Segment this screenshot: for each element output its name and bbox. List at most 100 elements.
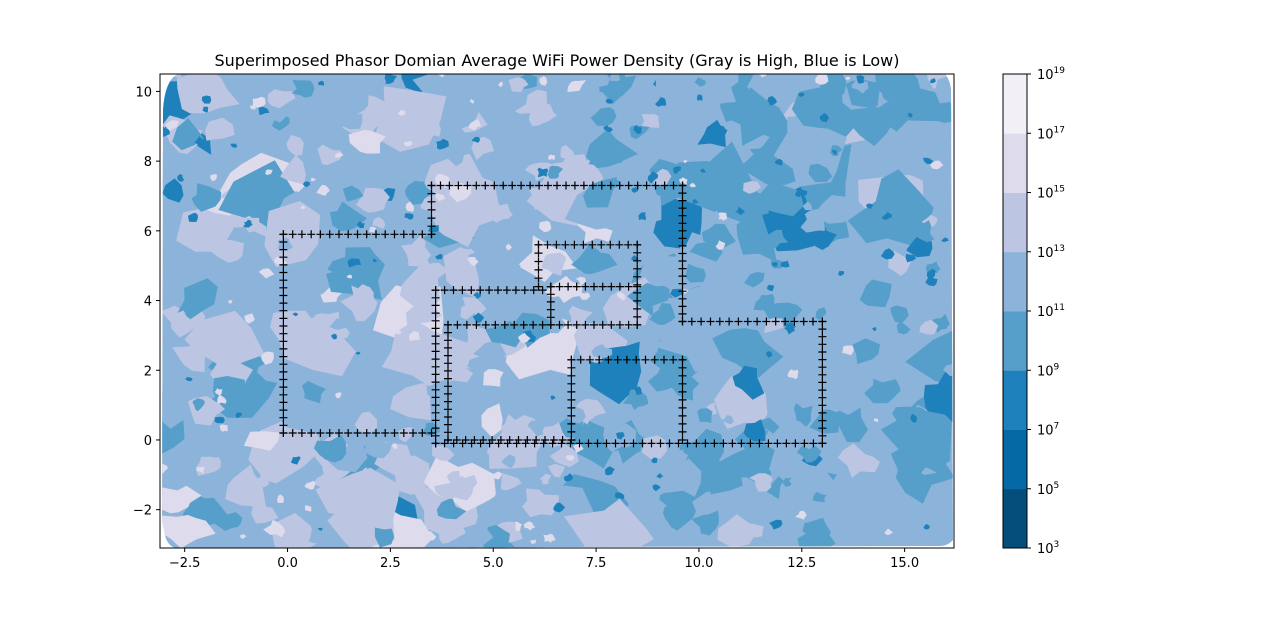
wall-marker bbox=[444, 413, 452, 421]
contour-region bbox=[876, 98, 911, 132]
wall-marker bbox=[678, 379, 687, 388]
wall-marker bbox=[381, 429, 390, 437]
wall-marker bbox=[678, 226, 687, 235]
contour-region bbox=[889, 494, 915, 514]
contour-region bbox=[677, 161, 733, 209]
wall-marker bbox=[444, 382, 452, 391]
contour-region bbox=[737, 97, 776, 134]
wall-marker bbox=[431, 378, 440, 387]
contour-speck bbox=[335, 392, 342, 399]
contour-speck bbox=[355, 351, 361, 356]
wall-marker bbox=[279, 421, 288, 430]
contour-speck bbox=[550, 395, 556, 401]
wall-marker bbox=[633, 296, 642, 305]
contour-speck bbox=[331, 333, 338, 340]
contour-region bbox=[593, 74, 611, 88]
contour-region bbox=[691, 510, 719, 536]
wall-marker bbox=[782, 439, 791, 448]
wall-marker bbox=[431, 370, 440, 379]
contour-speck bbox=[403, 141, 413, 147]
contour-region bbox=[712, 328, 784, 379]
contour-region bbox=[461, 248, 475, 259]
contour-speck bbox=[368, 226, 377, 233]
contour-region bbox=[562, 406, 586, 424]
wall-marker bbox=[678, 355, 687, 364]
y-tick-label: 2 bbox=[144, 364, 152, 379]
wall-marker bbox=[678, 189, 687, 198]
contour-region bbox=[270, 512, 317, 548]
wall-marker bbox=[799, 317, 808, 326]
wall-marker bbox=[647, 439, 656, 448]
wall-marker bbox=[678, 249, 687, 258]
wall-marker bbox=[567, 436, 576, 444]
contour-speck bbox=[907, 112, 913, 118]
wall-marker bbox=[567, 427, 576, 436]
wall-marker bbox=[279, 283, 288, 292]
wall-marker bbox=[279, 253, 288, 262]
contour-region bbox=[342, 103, 383, 138]
wall-marker bbox=[444, 366, 452, 375]
contour-region bbox=[364, 440, 394, 459]
contour-speck bbox=[185, 377, 193, 382]
contour-speck bbox=[317, 527, 323, 531]
wall-marker bbox=[431, 332, 440, 341]
wall-marker bbox=[607, 320, 616, 329]
wall-marker bbox=[526, 181, 535, 190]
contour-region bbox=[162, 178, 184, 203]
contour-speck bbox=[922, 157, 934, 165]
contour-region bbox=[501, 454, 516, 469]
wall-marker bbox=[642, 181, 651, 190]
contour-region bbox=[446, 470, 465, 488]
contour-speck bbox=[715, 240, 726, 250]
contour-speck bbox=[472, 312, 485, 324]
contour-speck bbox=[612, 391, 618, 398]
wall-marker bbox=[549, 436, 558, 444]
wall-marker bbox=[606, 181, 615, 190]
wall-marker bbox=[572, 320, 581, 329]
contour-region bbox=[654, 285, 674, 301]
wall-marker bbox=[678, 387, 687, 396]
contour-speck bbox=[941, 237, 949, 243]
contour-region bbox=[590, 74, 637, 105]
contour-region bbox=[809, 409, 840, 434]
wall-marker bbox=[399, 429, 408, 437]
wall-marker bbox=[372, 230, 380, 239]
wall-marker bbox=[279, 322, 288, 330]
wall-marker bbox=[564, 282, 573, 291]
contour-region bbox=[291, 79, 315, 98]
contour-speck bbox=[795, 510, 807, 520]
colorbar-tick-label: 1019 bbox=[1037, 66, 1065, 83]
wall-marker bbox=[715, 317, 724, 326]
contour-region bbox=[808, 163, 833, 183]
wall-marker bbox=[629, 439, 638, 448]
contour-region bbox=[191, 183, 222, 212]
contour-region bbox=[567, 80, 587, 92]
contour-region bbox=[676, 74, 736, 119]
contour-region bbox=[187, 346, 208, 362]
wall-marker bbox=[444, 428, 452, 437]
wall-marker bbox=[818, 363, 827, 372]
contour-speck bbox=[165, 120, 179, 131]
wall-marker bbox=[809, 317, 817, 326]
wall-marker bbox=[499, 181, 508, 190]
contour-region bbox=[258, 268, 275, 279]
wall-marker bbox=[818, 439, 827, 448]
contour-region bbox=[438, 530, 453, 544]
wall-marker bbox=[678, 427, 687, 436]
contour-region bbox=[374, 86, 447, 152]
contour-region bbox=[170, 310, 195, 330]
contour-region bbox=[302, 380, 326, 404]
wall-marker bbox=[579, 181, 588, 190]
wall-marker bbox=[431, 355, 440, 364]
wall-marker bbox=[590, 320, 598, 329]
contour-region bbox=[653, 192, 702, 249]
wall-marker bbox=[687, 317, 696, 326]
wall-marker bbox=[279, 329, 288, 338]
wall-marker bbox=[678, 219, 687, 228]
wall-marker bbox=[678, 419, 687, 428]
wall-marker bbox=[462, 320, 471, 329]
contour-speck bbox=[201, 95, 212, 104]
wall-marker bbox=[467, 286, 476, 295]
wall-marker bbox=[558, 436, 567, 444]
wall-marker bbox=[505, 436, 514, 444]
